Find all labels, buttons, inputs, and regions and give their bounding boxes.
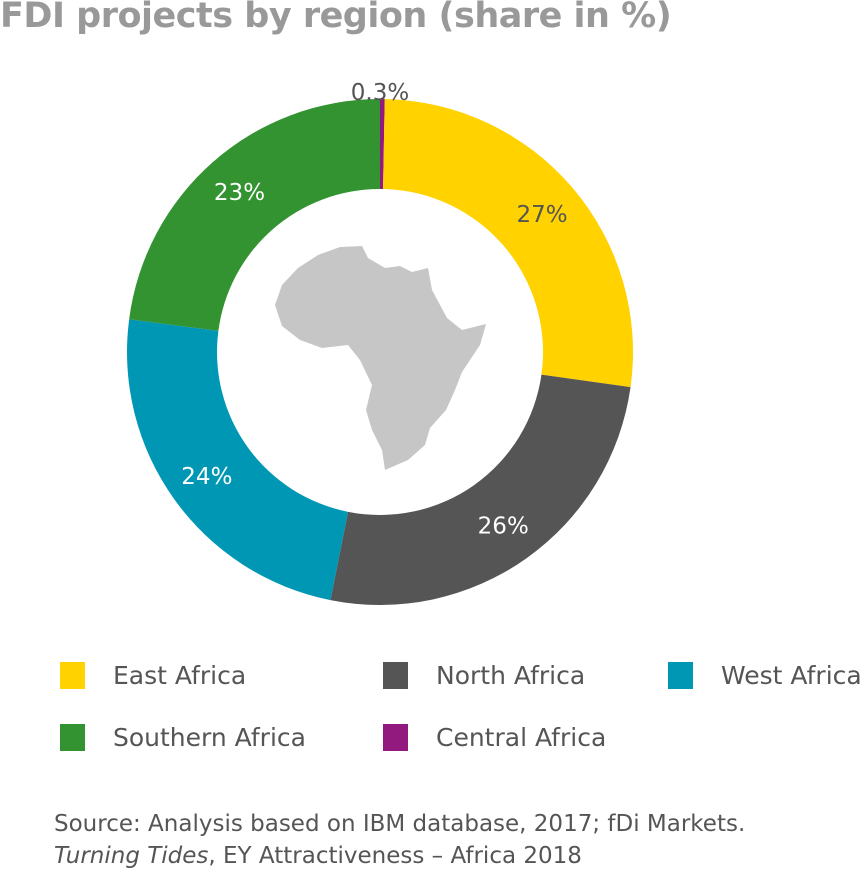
legend-item-north-africa: North Africa: [383, 661, 585, 690]
legend-label: Central Africa: [436, 723, 607, 752]
africa-map-icon: [275, 246, 486, 470]
data-label: 26%: [478, 514, 529, 540]
data-label: 0.3%: [351, 80, 409, 106]
donut-chart: 0.3% 27% 26% 24% 23%: [126, 80, 633, 606]
legend-item-southern-africa: Southern Africa: [60, 723, 306, 752]
legend-label: North Africa: [436, 661, 586, 690]
source-line: Source: Analysis based on IBM database, …: [54, 811, 746, 837]
chart-title: FDI projects by region (share in %): [0, 0, 672, 36]
legend-swatch: [60, 662, 85, 689]
slice-west-africa: [126, 319, 349, 601]
slice-southern-africa: [129, 99, 380, 331]
data-label: 24%: [181, 464, 232, 490]
legend-swatch: [60, 724, 85, 751]
legend-swatch: [668, 662, 693, 689]
source-line: Turning Tides, EY Attractiveness – Afric…: [54, 840, 745, 872]
slice-north-africa: [330, 374, 631, 606]
source-note: Source: Analysis based on IBM database, …: [54, 808, 745, 872]
legend-label: East Africa: [113, 661, 247, 690]
slice-central-africa: [380, 99, 385, 190]
slice-east-africa: [383, 99, 633, 388]
legend-item-west-africa: West Africa: [668, 661, 862, 690]
legend-label: West Africa: [721, 661, 862, 690]
legend-swatch: [383, 662, 408, 689]
publication-title: Turning Tides: [54, 843, 209, 869]
legend-label: Southern Africa: [113, 723, 306, 752]
source-rest: , EY Attractiveness – Africa 2018: [208, 843, 582, 869]
legend-item-east-africa: East Africa: [60, 661, 246, 690]
data-label: 27%: [516, 202, 567, 228]
legend-swatch: [383, 724, 408, 751]
data-label: 23%: [214, 180, 265, 206]
legend-item-central-africa: Central Africa: [383, 723, 606, 752]
